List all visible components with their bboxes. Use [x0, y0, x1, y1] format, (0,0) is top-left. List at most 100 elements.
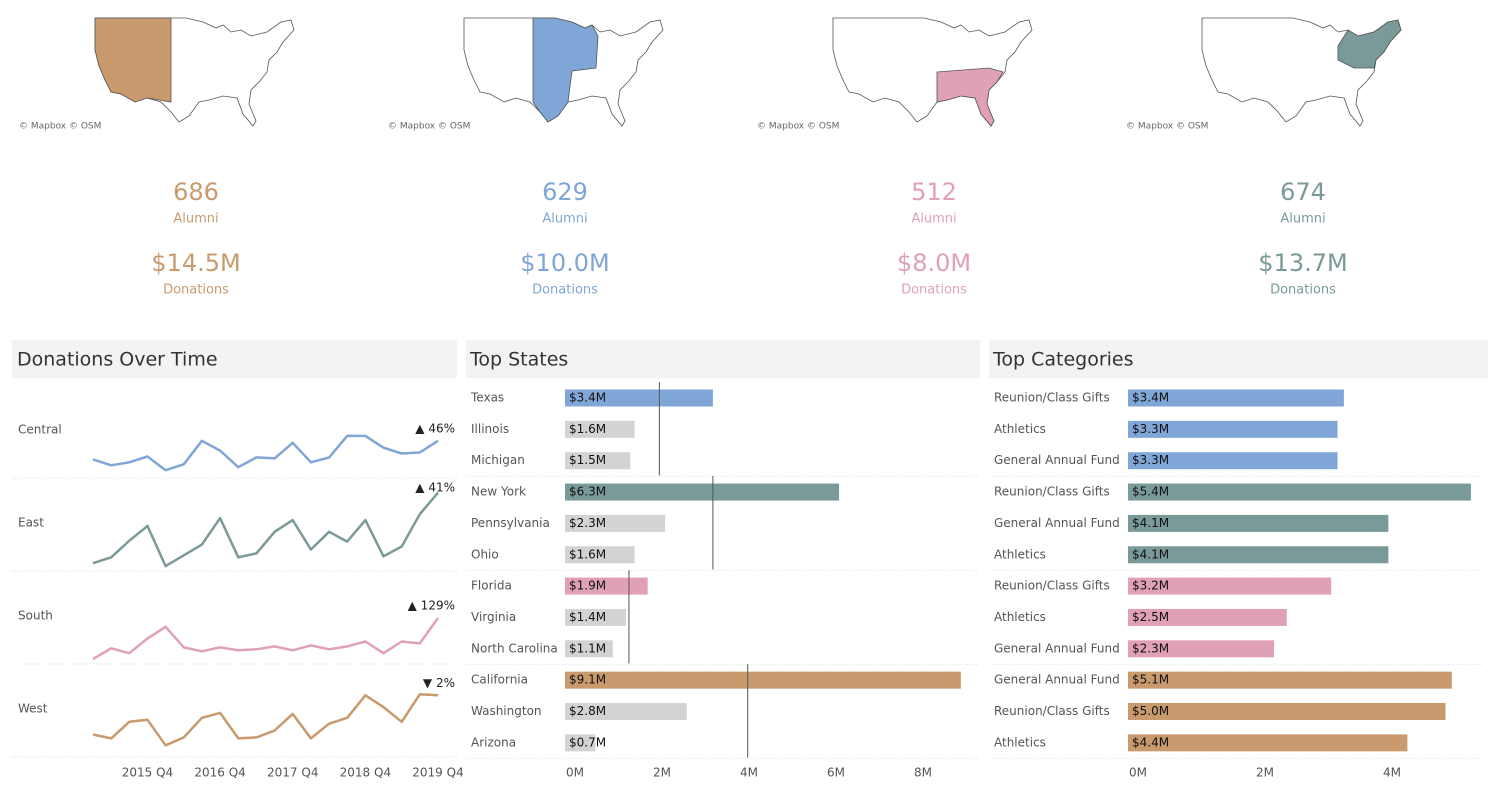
title-bar: [466, 340, 980, 378]
map-region: [936, 67, 1004, 127]
bar: [1128, 577, 1332, 595]
x-tick-label: 2017 Q4: [267, 766, 318, 780]
x-tick-label: 2015 Q4: [122, 766, 173, 780]
category-label: Athletics: [994, 547, 1046, 561]
row-label: South: [18, 609, 53, 623]
value-label: $2.3M: [1132, 641, 1169, 655]
value-label: $9.1M: [569, 673, 606, 687]
change-label: ▼ 2%: [423, 676, 455, 690]
x-tick-label: 0M: [1129, 766, 1147, 780]
category-label: General Annual Fund: [994, 641, 1120, 655]
alumni-count: 686: [173, 178, 219, 206]
change-label: ▲ 46%: [415, 421, 455, 435]
value-label: $1.6M: [569, 547, 606, 561]
value-label: $1.9M: [569, 579, 606, 593]
donations-total: $14.5M: [151, 249, 240, 277]
alumni-count: 512: [911, 178, 957, 206]
map-attribution: © Mapbox © OSM: [1126, 122, 1208, 132]
value-label: $5.0M: [1132, 704, 1169, 718]
map: [463, 17, 664, 127]
category-label: General Annual Fund: [994, 673, 1120, 687]
bar: [565, 640, 613, 658]
category-label: Virginia: [471, 610, 516, 624]
category-label: General Annual Fund: [994, 516, 1120, 530]
value-label: $2.5M: [1132, 610, 1169, 624]
category-label: General Annual Fund: [994, 453, 1120, 467]
category-label: Athletics: [994, 610, 1046, 624]
category-label: Reunion/Class Gifts: [994, 485, 1110, 499]
category-label: Texas: [470, 391, 504, 405]
bar: [565, 389, 713, 407]
donations-total: $13.7M: [1258, 249, 1347, 277]
bar: [565, 420, 635, 438]
map-attribution: © Mapbox © OSM: [388, 122, 470, 132]
bar: [1128, 703, 1446, 720]
map: [94, 17, 295, 127]
x-tick-label: 4M: [740, 766, 758, 780]
map: [832, 17, 1033, 127]
bar: [1128, 608, 1287, 626]
x-tick-label: 2019 Q4: [412, 766, 463, 780]
value-label: $3.4M: [1132, 391, 1169, 405]
donations-label: Donations: [532, 283, 598, 298]
bar: [565, 483, 840, 501]
donations-total: $8.0M: [897, 249, 971, 277]
category-label: Michigan: [471, 453, 525, 467]
bar: [1128, 514, 1389, 532]
category-label: Athletics: [994, 735, 1046, 749]
category-label: New York: [471, 485, 526, 499]
category-label: North Carolina: [471, 641, 558, 655]
bar: [565, 514, 666, 532]
line: [92, 617, 440, 661]
alumni-label: Alumni: [173, 212, 218, 227]
value-label: $4.1M: [1132, 547, 1169, 561]
category-label: Florida: [471, 579, 512, 593]
row-label: Central: [18, 423, 62, 437]
donations-total: $10.0M: [520, 249, 609, 277]
title-bar: [12, 340, 457, 378]
value-label: $3.3M: [1132, 422, 1169, 436]
line: [92, 693, 439, 747]
category-label: Illinois: [471, 422, 509, 436]
map-region: [532, 17, 599, 123]
category-label: California: [471, 673, 528, 687]
category-label: Reunion/Class Gifts: [994, 391, 1110, 405]
x-tick-label: 2M: [1256, 766, 1274, 780]
category-label: Athletics: [994, 422, 1046, 436]
bar: [1128, 420, 1338, 438]
bar: [565, 703, 687, 720]
chart-title: Donations Over Time: [17, 349, 218, 371]
value-label: $4.4M: [1132, 735, 1169, 749]
map-attribution: © Mapbox © OSM: [757, 122, 839, 132]
bar: [1128, 734, 1408, 752]
map-region: [94, 17, 172, 103]
value-label: $5.1M: [1132, 673, 1169, 687]
title-bar: [989, 340, 1488, 378]
category-label: Ohio: [471, 547, 499, 561]
bar: [565, 734, 596, 752]
value-label: $6.3M: [569, 485, 606, 499]
value-label: $5.4M: [1132, 485, 1169, 499]
alumni-label: Alumni: [911, 212, 956, 227]
category-label: Reunion/Class Gifts: [994, 579, 1110, 593]
change-label: ▲ 41%: [415, 481, 455, 495]
value-label: $1.1M: [569, 641, 606, 655]
bar: [1128, 389, 1344, 407]
row-label: West: [18, 702, 48, 716]
alumni-label: Alumni: [1280, 212, 1325, 227]
x-tick-label: 2016 Q4: [194, 766, 245, 780]
value-label: $3.3M: [1132, 453, 1169, 467]
donations-label: Donations: [163, 283, 229, 298]
x-tick-label: 4M: [1383, 766, 1401, 780]
value-label: $1.4M: [569, 610, 606, 624]
map-attribution: © Mapbox © OSM: [19, 122, 101, 132]
bar: [1128, 483, 1471, 501]
category-label: Washington: [471, 704, 542, 718]
alumni-count: 629: [542, 178, 588, 206]
row-label: East: [18, 516, 44, 530]
value-label: $3.2M: [1132, 579, 1169, 593]
x-tick-label: 0M: [566, 766, 584, 780]
value-label: $2.8M: [569, 704, 606, 718]
value-label: $0.7M: [569, 735, 606, 749]
value-label: $4.1M: [1132, 516, 1169, 530]
